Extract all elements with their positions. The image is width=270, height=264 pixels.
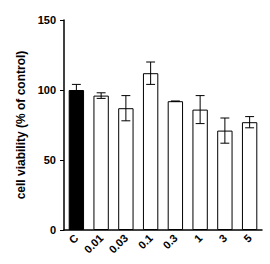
svg-text:0.1: 0.1 <box>136 232 155 251</box>
svg-text:50: 50 <box>44 154 56 166</box>
svg-text:cell viability (% of control): cell viability (% of control) <box>14 51 28 200</box>
svg-text:0.3: 0.3 <box>160 232 179 251</box>
svg-text:1: 1 <box>192 232 205 245</box>
svg-text:3: 3 <box>216 232 229 245</box>
svg-text:150: 150 <box>38 14 56 26</box>
svg-text:5: 5 <box>241 232 254 245</box>
svg-text:C: C <box>67 232 81 246</box>
svg-text:0: 0 <box>50 224 56 236</box>
svg-text:0.01: 0.01 <box>82 232 106 256</box>
svg-text:0.03: 0.03 <box>107 232 131 256</box>
svg-text:100: 100 <box>38 84 56 96</box>
